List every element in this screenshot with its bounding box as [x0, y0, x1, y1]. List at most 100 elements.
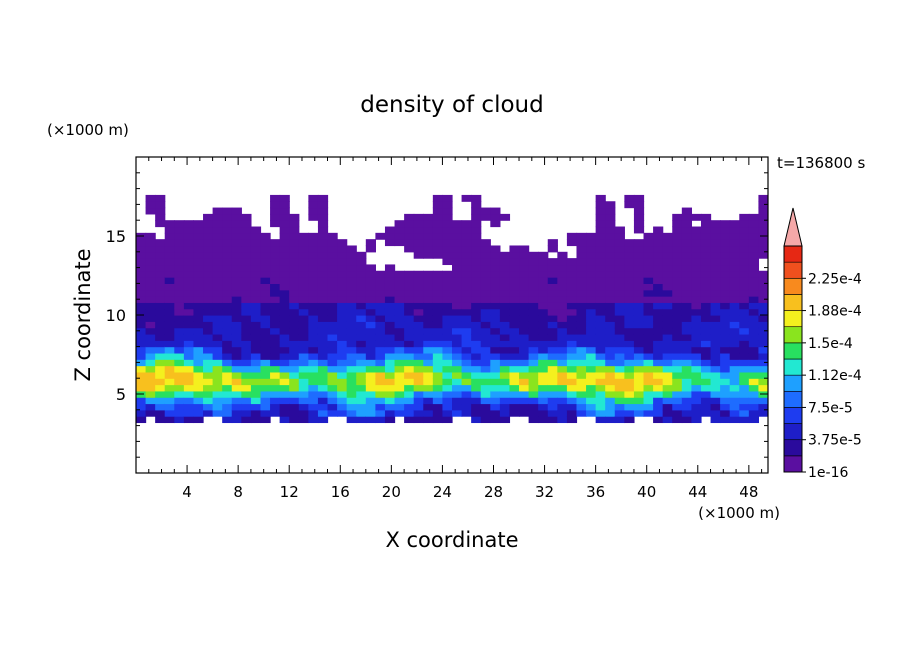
density-cell	[317, 321, 329, 329]
density-cell	[413, 220, 424, 228]
density-cell	[442, 226, 453, 234]
density-cell	[720, 283, 731, 291]
density-cell	[576, 365, 587, 373]
density-cell	[308, 207, 319, 215]
density-cell	[375, 416, 386, 424]
density-cell	[633, 270, 645, 278]
density-cell	[317, 365, 329, 373]
density-cell	[653, 283, 664, 291]
density-cell	[739, 352, 750, 360]
density-cell	[231, 308, 242, 316]
density-cell	[404, 390, 415, 398]
density-cell	[605, 321, 616, 329]
density-cell	[203, 239, 214, 247]
density-cell	[164, 359, 175, 367]
density-cell	[595, 201, 606, 209]
density-cell	[337, 403, 348, 411]
density-cell	[394, 315, 405, 322]
density-cell	[662, 277, 673, 284]
density-cell	[136, 308, 147, 316]
density-cell	[174, 409, 185, 417]
density-cell	[605, 245, 616, 253]
density-cell	[136, 359, 147, 367]
density-cell	[633, 251, 645, 259]
density-cell	[327, 409, 338, 417]
density-cell	[203, 315, 214, 322]
density-cell	[250, 226, 262, 234]
density-cell	[327, 289, 338, 297]
density-cell	[394, 270, 405, 278]
density-cell	[212, 315, 223, 322]
density-cell	[270, 333, 281, 341]
density-cell	[471, 359, 482, 367]
density-cell	[413, 270, 424, 278]
density-cell	[528, 251, 539, 259]
density-cell	[566, 378, 578, 386]
density-cell	[605, 277, 616, 284]
density-cell	[260, 283, 271, 291]
density-cell	[499, 308, 511, 316]
density-cell	[700, 220, 712, 228]
density-cell	[519, 308, 530, 316]
density-cell	[480, 397, 491, 405]
density-cell	[461, 409, 472, 417]
density-cell	[317, 194, 329, 202]
density-cell	[624, 283, 635, 291]
density-cell	[270, 258, 281, 266]
density-cell	[222, 270, 233, 278]
density-cell	[576, 378, 587, 386]
density-cell	[327, 308, 338, 316]
density-cell	[586, 232, 597, 240]
density-cell	[461, 296, 472, 303]
density-cell	[538, 416, 549, 424]
density-cell	[231, 321, 242, 329]
density-cell	[384, 390, 396, 398]
density-cell	[739, 371, 750, 379]
density-cell	[260, 409, 271, 417]
density-cell	[643, 245, 654, 253]
density-cell	[356, 352, 367, 360]
density-cell	[193, 403, 204, 411]
density-cell	[222, 346, 233, 354]
density-cell	[480, 371, 491, 379]
density-cell	[471, 340, 482, 348]
density-cell	[739, 213, 750, 221]
density-cell	[691, 232, 702, 240]
density-cell	[519, 315, 530, 322]
density-cell	[557, 308, 568, 316]
density-cell	[490, 371, 501, 379]
density-cell	[624, 327, 635, 335]
density-cell	[260, 371, 271, 379]
density-cell	[250, 264, 262, 272]
density-cell	[758, 308, 768, 316]
density-cell	[442, 283, 453, 291]
density-cell	[423, 340, 434, 348]
density-cell	[155, 213, 166, 221]
density-cell	[605, 352, 616, 360]
density-cell	[595, 207, 606, 215]
density-cell	[452, 232, 463, 240]
density-cell	[155, 201, 166, 209]
density-cell	[346, 365, 357, 373]
density-cell	[164, 315, 175, 322]
density-cell	[471, 302, 482, 310]
density-cell	[710, 264, 721, 272]
density-cell	[260, 327, 271, 335]
density-cell	[576, 277, 587, 284]
density-cell	[212, 333, 223, 341]
density-cell	[183, 245, 195, 253]
density-cell	[672, 384, 683, 392]
density-cell	[461, 315, 472, 322]
density-cell	[279, 258, 290, 266]
density-cell	[394, 296, 405, 303]
density-cell	[384, 270, 396, 278]
density-cell	[605, 283, 616, 291]
density-cell	[461, 277, 472, 284]
density-cell	[624, 409, 635, 417]
density-cell	[729, 384, 740, 392]
density-cell	[557, 371, 568, 379]
density-cell	[691, 213, 702, 221]
density-cell	[356, 258, 367, 266]
density-cell	[260, 258, 271, 266]
density-cell	[432, 384, 444, 392]
